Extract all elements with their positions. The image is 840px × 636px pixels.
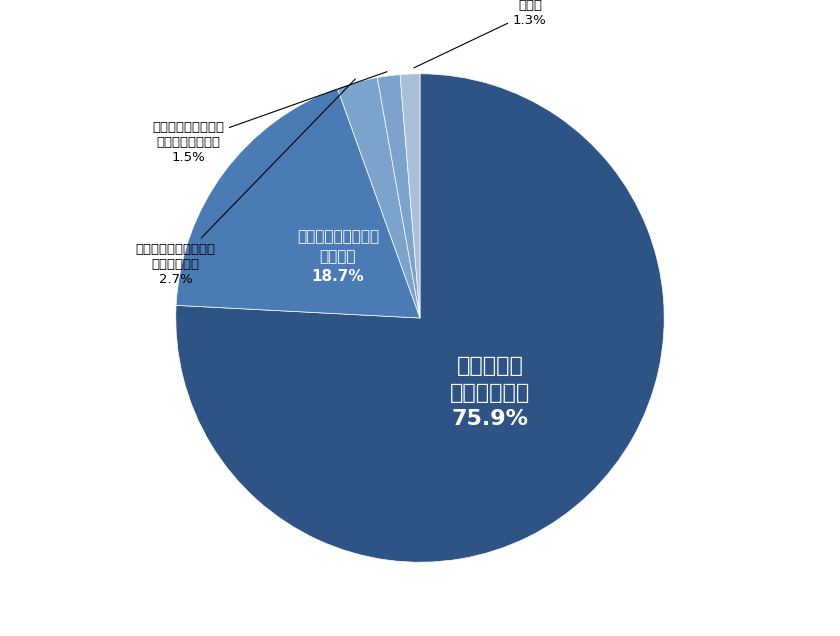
Wedge shape xyxy=(338,78,420,318)
Wedge shape xyxy=(400,74,420,318)
Wedge shape xyxy=(176,74,664,562)
Wedge shape xyxy=(176,88,420,318)
Text: 学校や塩の先生が与
えたテーマにする
1.5%: 学校や塩の先生が与 えたテーマにする 1.5% xyxy=(152,72,387,163)
Text: 子どもが一人で考え
て決める
18.7%: 子どもが一人で考え て決める 18.7% xyxy=(297,229,379,284)
Wedge shape xyxy=(377,74,420,318)
Text: その他
1.3%: その他 1.3% xyxy=(414,0,547,68)
Text: 親子で話し
合って決める
75.9%: 親子で話し 合って決める 75.9% xyxy=(450,356,531,429)
Text: 親が子どもにテーマを
与えて決める
2.7%: 親が子どもにテーマを 与えて決める 2.7% xyxy=(136,79,355,286)
